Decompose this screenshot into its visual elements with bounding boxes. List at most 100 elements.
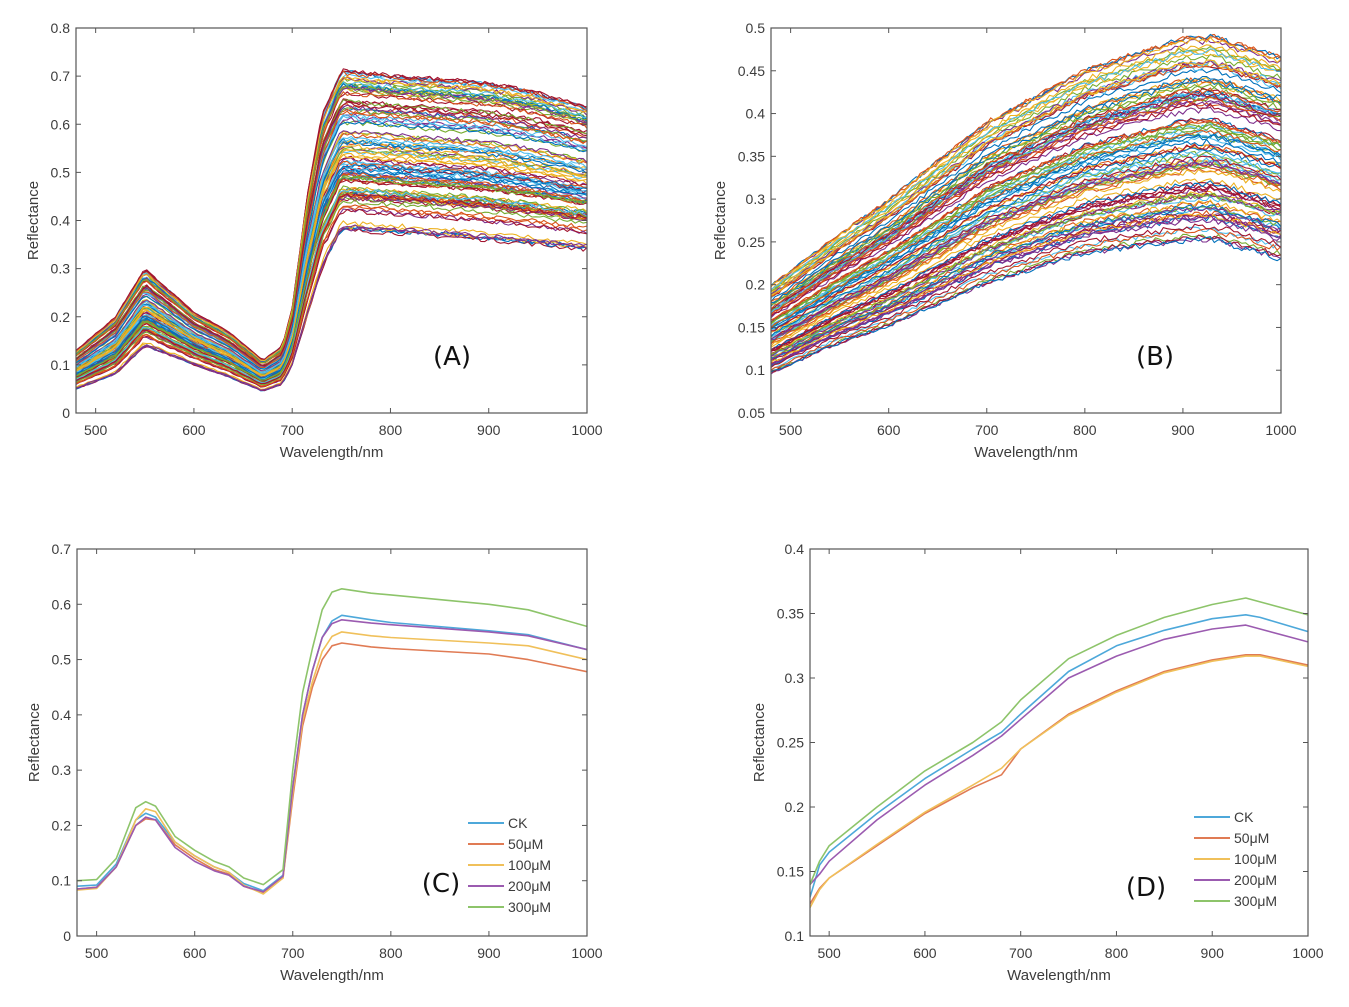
series-line	[76, 220, 587, 390]
series-line	[771, 163, 1281, 345]
series-line	[771, 213, 1281, 366]
x-tick-label: 600	[183, 945, 207, 961]
series-line	[76, 226, 587, 391]
series-line	[771, 147, 1281, 337]
series-line	[76, 91, 587, 364]
x-tick-label: 900	[1201, 945, 1225, 961]
series-line	[76, 130, 587, 372]
x-axis-label: Wavelength/nm	[280, 967, 384, 984]
y-tick-label: 0.7	[51, 68, 71, 84]
series-line	[76, 76, 587, 362]
series-line	[771, 135, 1281, 330]
series-line	[76, 84, 587, 364]
x-tick-label: 600	[913, 945, 937, 961]
legend-label: 100μM	[1234, 851, 1277, 867]
series-line-300μM	[77, 588, 587, 886]
series-line-100μM	[77, 631, 587, 895]
panel-label: (A)	[433, 342, 471, 372]
y-tick-label: 0.1	[746, 362, 766, 378]
series-line	[76, 175, 587, 381]
series-line	[771, 185, 1281, 352]
series-line	[76, 69, 587, 361]
y-axis-label: Reflectance	[751, 703, 768, 782]
series-line-300μM	[810, 597, 1308, 885]
series-line-50μM	[77, 642, 587, 894]
legend-label: 100μM	[508, 857, 551, 873]
series-line	[76, 188, 587, 384]
series-line	[771, 206, 1281, 361]
axes-box	[770, 27, 1282, 414]
x-tick-label: 1000	[1265, 422, 1296, 438]
y-tick-label: 0.35	[738, 148, 765, 164]
series-line	[771, 168, 1281, 347]
series-line	[76, 164, 587, 379]
x-tick-label: 800	[1105, 945, 1129, 961]
y-tick-label: 0.35	[777, 606, 804, 622]
series-line	[76, 185, 587, 383]
series-line	[771, 129, 1281, 329]
series-line	[771, 106, 1281, 319]
plot-area	[771, 33, 1281, 375]
series-line	[771, 50, 1281, 293]
series-line	[771, 223, 1281, 368]
series-line	[76, 68, 587, 360]
series-line	[771, 161, 1281, 341]
series-line	[771, 200, 1281, 357]
series-line-200μM	[77, 619, 587, 893]
series-line	[76, 135, 587, 373]
plot-area	[76, 68, 587, 392]
x-tick-label: 800	[1073, 422, 1097, 438]
y-tick-label: 0.15	[738, 319, 765, 335]
legend-label: CK	[508, 815, 528, 831]
series-line	[76, 112, 587, 369]
panel-A: 500 600 700 800 900 1000 0 0.1 0.2 0.3 0.4 0.5 0.6 0.…	[25, 20, 603, 461]
plot-area	[77, 588, 587, 895]
x-tick-label: 900	[1171, 422, 1195, 438]
legend-label: CK	[1234, 809, 1254, 825]
plot-area	[810, 597, 1308, 908]
x-tick-label: 1000	[571, 422, 602, 438]
x-tick-label: 700	[281, 422, 305, 438]
y-tick-label: 0.05	[738, 405, 765, 421]
series-line	[771, 97, 1281, 315]
series-line	[771, 204, 1281, 359]
series-line	[76, 227, 587, 391]
series-line	[771, 69, 1281, 303]
legend-label: 300μM	[508, 899, 551, 915]
axes-box	[76, 548, 588, 937]
series-line	[76, 146, 587, 376]
series-line	[76, 75, 587, 362]
x-tick-label: 900	[477, 422, 501, 438]
series-line-CK	[77, 614, 587, 892]
y-tick-label: 0.25	[777, 735, 804, 751]
series-line	[771, 178, 1281, 348]
y-tick-label: 0.45	[738, 63, 765, 79]
series-line-CK	[810, 614, 1308, 898]
x-tick-label: 1000	[571, 945, 602, 961]
series-line	[771, 159, 1281, 340]
x-tick-label: 500	[779, 422, 803, 438]
series-line	[76, 98, 587, 367]
y-tick-label: 0.1	[785, 928, 805, 944]
series-line	[76, 110, 587, 369]
x-axis-label: Wavelength/nm	[280, 444, 384, 461]
x-tick-label: 700	[1009, 945, 1033, 961]
series-line	[771, 62, 1281, 298]
x-tick-label: 800	[379, 945, 403, 961]
panel-label: (C)	[422, 869, 460, 899]
y-tick-label: 0.5	[52, 652, 72, 668]
series-line	[771, 134, 1281, 330]
series-line	[771, 213, 1281, 365]
y-tick-label: 0.3	[785, 670, 805, 686]
series-line	[76, 193, 587, 384]
y-tick-label: 0.3	[52, 762, 72, 778]
y-tick-label: 0.5	[51, 164, 71, 180]
series-line	[76, 198, 587, 386]
series-line	[771, 213, 1281, 363]
legend-label: 50μM	[1234, 830, 1269, 846]
series-line	[76, 104, 587, 368]
series-line	[76, 149, 587, 376]
series-line-200μM	[810, 624, 1308, 885]
series-line	[771, 36, 1281, 287]
series-line	[771, 213, 1281, 363]
